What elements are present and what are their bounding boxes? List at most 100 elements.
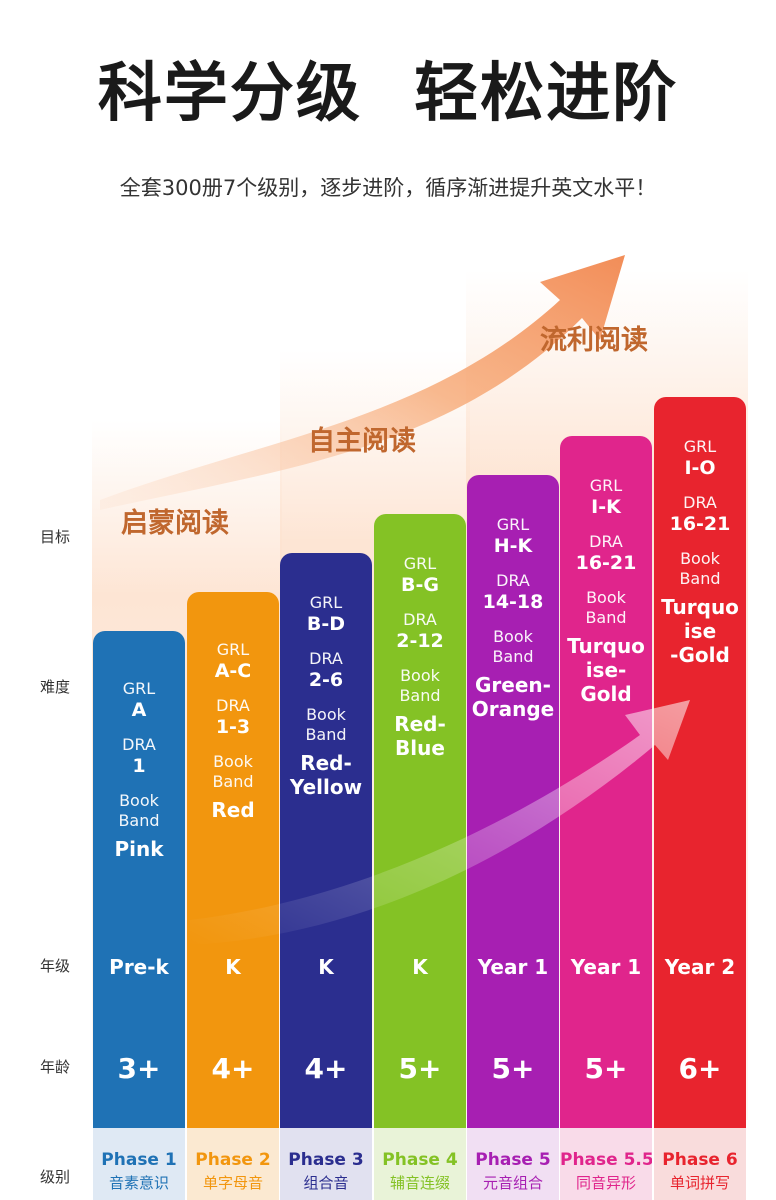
grade-value: K — [412, 955, 428, 979]
dra-label: DRA — [496, 571, 530, 590]
grade-value: Year 2 — [664, 955, 736, 979]
grade-value: K — [318, 955, 334, 979]
book-band-label: Book — [119, 791, 159, 810]
level-bar-7: GRL I-O DRA 16-21 Book Band Turquo ise -Gold Year… — [654, 397, 746, 1128]
book-band-value: Green- — [475, 673, 551, 697]
grl-label: GRL — [496, 515, 530, 534]
phase-cell-4: Phase 4 辅音连缀 — [374, 1128, 466, 1200]
age-value: 6+ — [678, 1052, 722, 1085]
level-bar-3: GRL B-D DRA 2-6 Book Band Red- Yellow K 4+ — [280, 553, 372, 1128]
grade-value: Pre-k — [109, 955, 169, 979]
grl-value: A — [131, 699, 147, 721]
book-band-value: Turquo — [661, 595, 739, 619]
book-band-label: Band — [305, 725, 347, 744]
dra-label: DRA — [403, 610, 437, 629]
dra-value: 14-18 — [482, 591, 544, 613]
age-value: 5+ — [491, 1052, 535, 1085]
age-value: 5+ — [584, 1052, 628, 1085]
phase-skill: 音素意识 — [108, 1174, 169, 1192]
level-bar-2: GRL A-C DRA 1-3 Book Band Red K 4+ — [187, 592, 279, 1128]
dra-value: 16-21 — [575, 552, 637, 574]
age-value: 4+ — [304, 1052, 348, 1085]
phase-cell-2: Phase 2 单字母音 — [187, 1128, 279, 1200]
book-band-value: Red- — [394, 712, 446, 736]
book-band-value: Pink — [114, 837, 164, 861]
page-subtitle: 全套300册7个级别，逐步进阶，循序渐进提升英文水平！ — [119, 176, 657, 200]
grl-value: I-O — [684, 457, 716, 479]
phase-skill: 单词拼写 — [669, 1174, 730, 1192]
phase-cell-5: Phase 5 元音组合 — [467, 1128, 559, 1200]
stage-label-1: 启蒙阅读 — [121, 508, 229, 539]
book-band-label: Book — [680, 549, 720, 568]
book-band-value: Blue — [395, 736, 445, 760]
book-band-label: Book — [400, 666, 440, 685]
book-band-label: Book — [213, 752, 253, 771]
grl-label: GRL — [216, 640, 250, 659]
book-band-label: Band — [679, 569, 721, 588]
dra-value: 1-3 — [215, 716, 251, 738]
grl-label: GRL — [122, 679, 156, 698]
dra-label: DRA — [589, 532, 623, 551]
phase-name: Phase 5.5 — [560, 1150, 652, 1170]
phase-skill: 单字母音 — [202, 1174, 263, 1192]
phase-name: Phase 2 — [195, 1150, 271, 1170]
book-band-label: Book — [586, 588, 626, 607]
phase-skill: 同音异形 — [575, 1174, 636, 1192]
phase-name: Phase 6 — [662, 1150, 738, 1170]
dra-value: 1 — [132, 755, 146, 777]
age-value: 5+ — [398, 1052, 442, 1085]
phase-name: Phase 1 — [101, 1150, 177, 1170]
row-label-level: 级别 — [40, 1168, 71, 1186]
row-label-goal: 目标 — [40, 528, 71, 546]
book-band-value: Yellow — [289, 775, 363, 799]
book-band-value: -Gold — [670, 643, 730, 667]
dra-value: 2-12 — [396, 630, 444, 652]
dra-label: DRA — [683, 493, 717, 512]
grade-value: Year 1 — [570, 955, 642, 979]
row-label-difficulty: 难度 — [40, 678, 71, 696]
phase-skill: 元音组合 — [482, 1174, 543, 1192]
row-label-age: 年龄 — [40, 1058, 71, 1076]
grl-value: I-K — [591, 496, 621, 518]
dra-value: 2-6 — [308, 669, 344, 691]
book-band-value: ise- — [585, 658, 627, 682]
phase-cell-7: Phase 6 单词拼写 — [654, 1128, 746, 1200]
book-band-value: Turquo — [567, 634, 645, 658]
row-label-grade: 年级 — [40, 957, 71, 975]
phase-name: Phase 4 — [382, 1150, 458, 1170]
level-bar-4: GRL B-G DRA 2-12 Book Band Red- Blue K 5+ — [374, 514, 466, 1128]
grl-label: GRL — [403, 554, 437, 573]
phase-cell-1: Phase 1 音素意识 — [93, 1128, 185, 1200]
phase-name: Phase 3 — [288, 1150, 364, 1170]
level-bar-1: GRL A DRA 1 Book Band Pink Pre-k 3+ — [93, 631, 185, 1128]
dra-label: DRA — [309, 649, 343, 668]
dra-label: DRA — [216, 696, 250, 715]
age-value: 4+ — [211, 1052, 255, 1085]
book-band-label: Band — [492, 647, 534, 666]
grade-value: Year 1 — [477, 955, 549, 979]
book-band-label: Book — [493, 627, 533, 646]
dra-label: DRA — [122, 735, 156, 754]
phase-skill: 辅音连缀 — [389, 1174, 450, 1192]
grl-value: H-K — [493, 535, 533, 557]
stage-label-2: 自主阅读 — [308, 426, 416, 457]
phase-cell-6: Phase 5.5 同音异形 — [560, 1128, 652, 1200]
book-band-value: Red- — [300, 751, 352, 775]
book-band-label: Band — [399, 686, 441, 705]
phase-name: Phase 5 — [475, 1150, 551, 1170]
book-band-value: ise — [683, 619, 717, 643]
grl-label: GRL — [309, 593, 343, 612]
grl-label: GRL — [589, 476, 623, 495]
grl-value: A-C — [214, 660, 252, 682]
phase-cell-3: Phase 3 组合音 — [280, 1128, 372, 1200]
stage-label-3: 流利阅读 — [540, 325, 648, 356]
book-band-value: Gold — [580, 682, 632, 706]
growth-arrow-icon — [100, 255, 625, 510]
level-bar-5: GRL H-K DRA 14-18 Book Band Green- Orange Year 1… — [467, 475, 559, 1128]
book-band-label: Book — [306, 705, 346, 724]
page-title: 科学分级 轻松进阶 — [97, 57, 679, 131]
phase-skill: 组合音 — [303, 1174, 349, 1192]
age-value: 3+ — [117, 1052, 161, 1085]
book-band-value: Red — [211, 798, 255, 822]
level-bar-6: GRL I-K DRA 16-21 Book Band Turquo ise- Gold Year… — [560, 436, 652, 1128]
